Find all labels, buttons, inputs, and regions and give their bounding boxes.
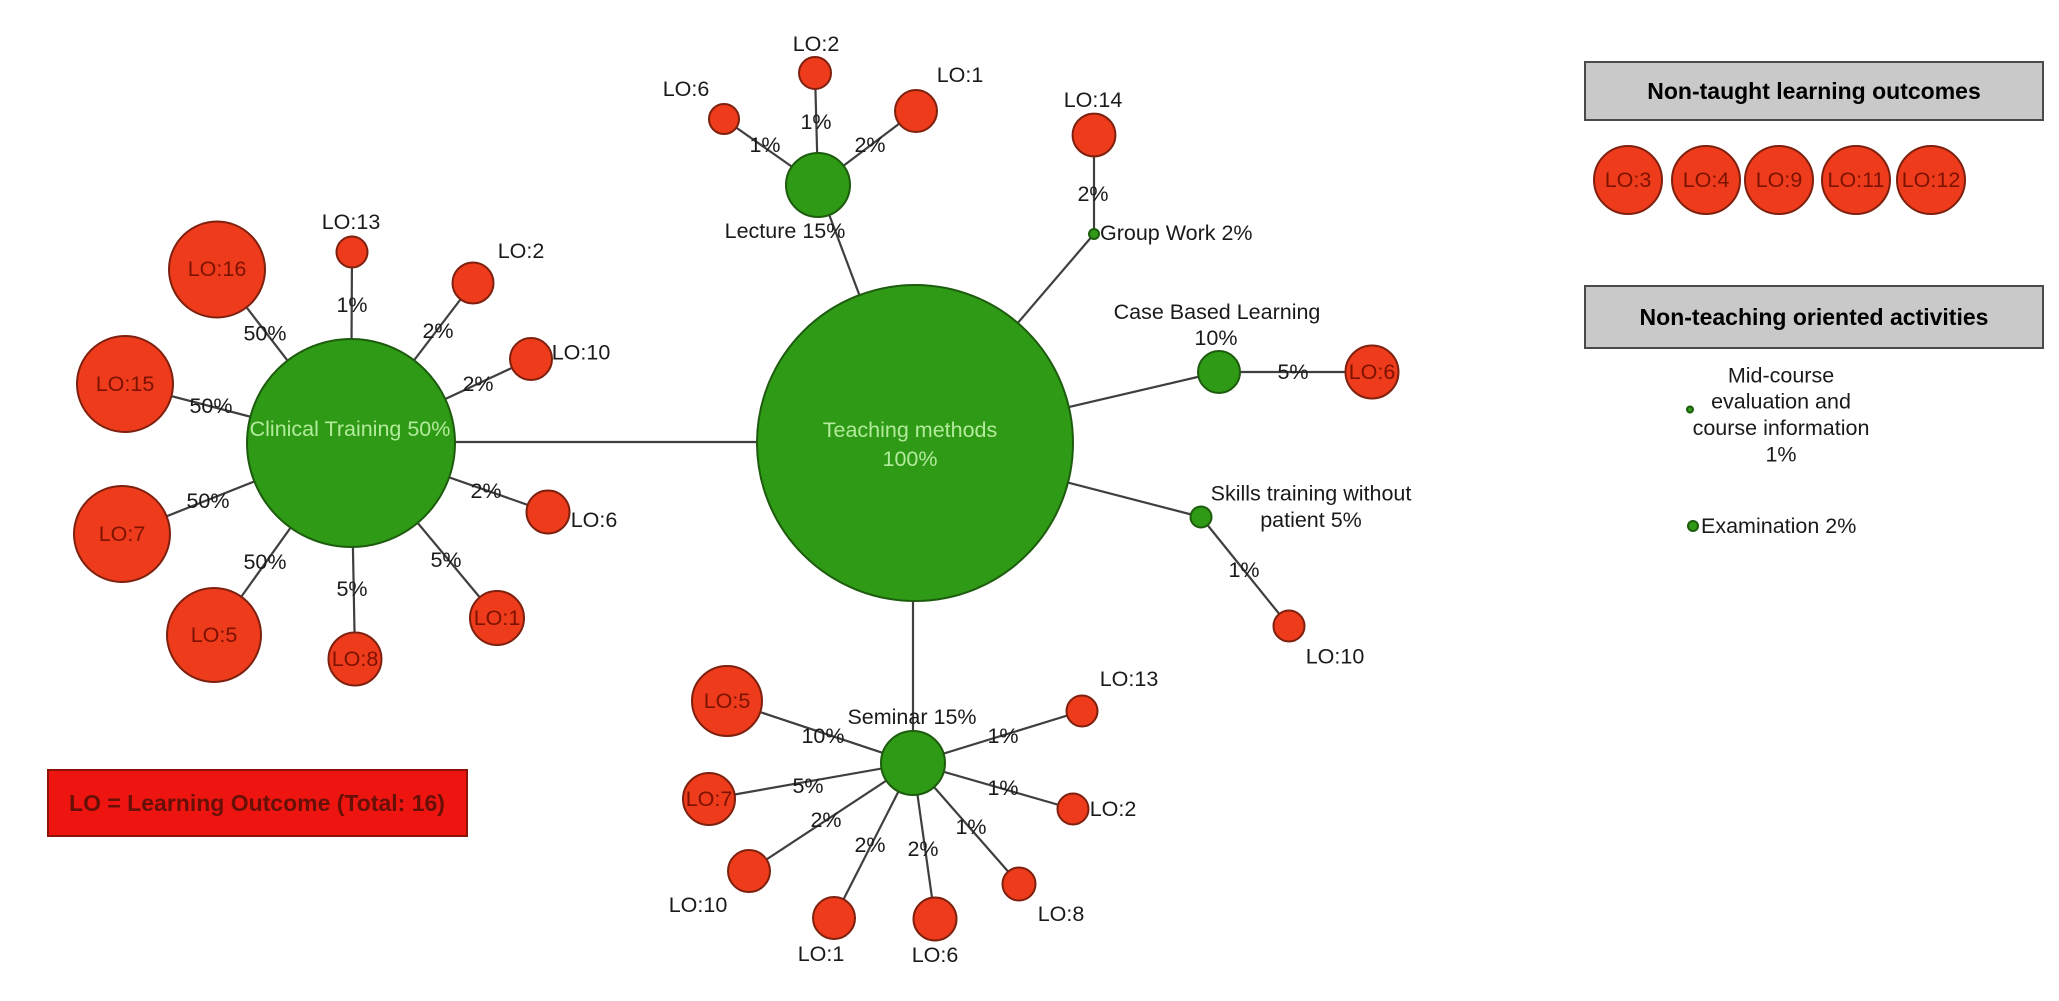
svg-text:LO:13: LO:13	[1100, 667, 1159, 691]
svg-text:1%: 1%	[1765, 443, 1796, 467]
svg-text:LO:10: LO:10	[552, 341, 611, 365]
svg-text:LO:5: LO:5	[704, 689, 751, 713]
svg-text:1%: 1%	[955, 815, 986, 839]
svg-text:LO:10: LO:10	[669, 893, 728, 917]
svg-text:LO:11: LO:11	[1828, 168, 1885, 192]
svg-text:LO:6: LO:6	[912, 943, 959, 967]
svg-text:Examination 2%: Examination 2%	[1701, 514, 1856, 538]
svg-text:LO:13: LO:13	[322, 210, 381, 234]
svg-text:1%: 1%	[336, 293, 367, 317]
svg-text:2%: 2%	[854, 133, 885, 157]
svg-text:1%: 1%	[987, 776, 1018, 800]
svg-text:10%: 10%	[1194, 326, 1237, 350]
svg-text:patient 5%: patient 5%	[1260, 508, 1362, 532]
svg-text:Non-taught learning outcomes: Non-taught learning outcomes	[1647, 78, 1981, 104]
svg-text:LO:12: LO:12	[1902, 168, 1961, 192]
svg-text:5%: 5%	[336, 577, 367, 601]
svg-text:LO:7: LO:7	[686, 787, 733, 811]
svg-text:Group Work 2%: Group Work 2%	[1100, 221, 1253, 245]
svg-text:LO:14: LO:14	[1064, 88, 1123, 112]
svg-text:LO:5: LO:5	[191, 623, 238, 647]
svg-text:5%: 5%	[1277, 360, 1308, 384]
svg-text:Clinical Training 50%: Clinical Training 50%	[250, 417, 451, 441]
svg-text:LO:7: LO:7	[99, 522, 146, 546]
svg-text:Skills training without: Skills training without	[1211, 482, 1412, 506]
svg-text:1%: 1%	[800, 110, 831, 134]
svg-text:LO:9: LO:9	[1756, 168, 1803, 192]
svg-text:LO:15: LO:15	[96, 372, 155, 396]
svg-text:Lecture 15%: Lecture 15%	[725, 219, 846, 243]
svg-text:10%: 10%	[801, 724, 844, 748]
svg-text:LO:6: LO:6	[571, 508, 618, 532]
svg-text:LO:10: LO:10	[1306, 645, 1365, 669]
svg-text:50%: 50%	[243, 322, 286, 346]
svg-text:100%: 100%	[883, 447, 938, 471]
svg-text:LO:1: LO:1	[937, 63, 984, 87]
svg-text:LO:4: LO:4	[1683, 168, 1730, 192]
svg-text:2%: 2%	[1077, 182, 1108, 206]
svg-text:2%: 2%	[462, 372, 493, 396]
svg-text:2%: 2%	[854, 833, 885, 857]
svg-text:LO:1: LO:1	[474, 606, 521, 630]
svg-text:evaluation and: evaluation and	[1711, 390, 1851, 414]
svg-text:LO:6: LO:6	[1349, 360, 1396, 384]
svg-text:LO:2: LO:2	[1090, 797, 1137, 821]
svg-text:LO:1: LO:1	[798, 942, 845, 966]
svg-text:LO = Learning Outcome (Total:: LO = Learning Outcome (Total: 16)	[69, 790, 445, 816]
svg-text:2%: 2%	[470, 479, 501, 503]
svg-text:1%: 1%	[987, 724, 1018, 748]
svg-text:5%: 5%	[792, 774, 823, 798]
svg-text:course information: course information	[1693, 416, 1870, 440]
svg-text:2%: 2%	[422, 319, 453, 343]
svg-text:1%: 1%	[749, 133, 780, 157]
svg-text:1%: 1%	[1228, 558, 1259, 582]
svg-text:2%: 2%	[907, 837, 938, 861]
svg-text:Mid-course: Mid-course	[1728, 364, 1834, 388]
svg-text:Seminar 15%: Seminar 15%	[847, 705, 976, 729]
svg-text:LO:6: LO:6	[663, 77, 710, 101]
svg-text:Non-teaching oriented activiti: Non-teaching oriented activities	[1640, 304, 1989, 330]
svg-text:LO:2: LO:2	[498, 239, 545, 263]
svg-text:Teaching methods: Teaching methods	[823, 418, 998, 442]
svg-text:LO:8: LO:8	[1038, 902, 1085, 926]
svg-text:Case Based Learning: Case Based Learning	[1114, 300, 1321, 324]
svg-text:LO:3: LO:3	[1605, 168, 1652, 192]
svg-text:LO:8: LO:8	[332, 647, 379, 671]
svg-text:LO:2: LO:2	[793, 32, 840, 56]
svg-text:LO:16: LO:16	[188, 257, 247, 281]
svg-text:50%: 50%	[243, 550, 286, 574]
svg-text:2%: 2%	[810, 808, 841, 832]
svg-text:50%: 50%	[189, 394, 232, 418]
svg-text:5%: 5%	[430, 548, 461, 572]
svg-text:50%: 50%	[186, 489, 229, 513]
